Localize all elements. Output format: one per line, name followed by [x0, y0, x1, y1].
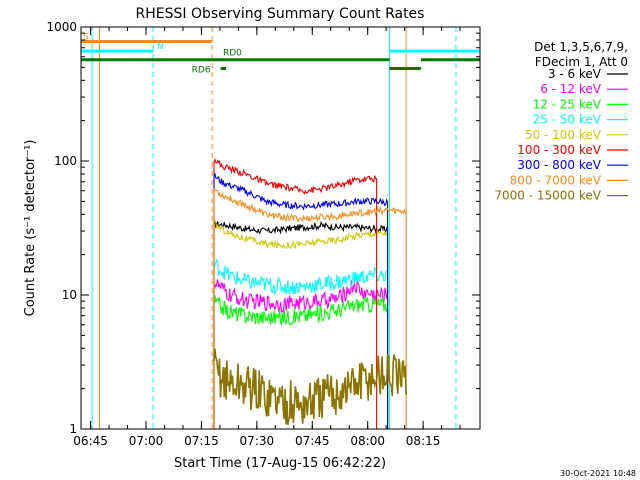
series-line: [213, 173, 389, 429]
series-line: [213, 258, 389, 429]
legend-label: 300 - 800 keV: [517, 158, 601, 172]
y-tick-label: 1000: [46, 20, 77, 34]
series-line: [213, 348, 407, 426]
plot-frame: [80, 26, 481, 430]
series-line: [213, 188, 407, 429]
y-tick-label: 1: [69, 422, 77, 436]
x-axis: 06:45 07:00 07:15 07:30 07:45 08:00 08:15: [73, 27, 461, 448]
series-line: [213, 279, 389, 429]
series-line: [213, 157, 378, 429]
legend-label: 25 - 50 keV: [533, 113, 602, 127]
series-line: [213, 294, 389, 429]
plot-area: S N RD0 RD6: [81, 27, 480, 429]
footer-date: 30-Oct-2021 10:48: [560, 469, 636, 478]
x-axis-label: Start Time (17-Aug-15 06:42:22): [174, 456, 386, 471]
state-bar-label: N: [157, 42, 164, 52]
state-bar-label: S: [83, 32, 89, 42]
series-line: [213, 220, 389, 429]
legend-header-line-2: FDecim 1, Att 0: [535, 55, 628, 69]
y-tick-label: 100: [54, 154, 77, 168]
y-axis-label: Count Rate (s⁻¹ detector⁻¹): [23, 140, 38, 317]
legend-label: 12 - 25 keV: [533, 97, 602, 111]
state-bar-label: RD0: [223, 49, 242, 59]
x-tick-label: 07:00: [129, 434, 164, 448]
y-axis: 1 10 100 1000: [46, 20, 480, 436]
series-line: [213, 220, 389, 429]
x-tick-label: 07:45: [295, 434, 330, 448]
legend-label: 3 - 6 keV: [548, 67, 602, 81]
x-tick-label: 06:45: [73, 434, 108, 448]
x-tick-label: 08:00: [350, 434, 385, 448]
chart-title: RHESSI Observing Summary Count Rates: [136, 6, 425, 22]
state-bar-label: RD6: [192, 66, 211, 76]
legend-header-line-1: Det 1,3,5,6,7,9,: [534, 40, 628, 54]
x-tick-label: 08:15: [406, 434, 441, 448]
legend-label: 800 - 7000 keV: [510, 173, 602, 187]
legend-label: 100 - 300 keV: [517, 143, 601, 157]
x-tick-label: 07:15: [184, 434, 219, 448]
x-tick-label: 07:30: [240, 434, 275, 448]
y-tick-label: 10: [62, 288, 77, 302]
legend-label: 7000 - 15000 keV: [494, 189, 601, 203]
legend-label: 6 - 12 keV: [540, 82, 602, 96]
legend-label: 50 - 100 keV: [525, 128, 602, 142]
